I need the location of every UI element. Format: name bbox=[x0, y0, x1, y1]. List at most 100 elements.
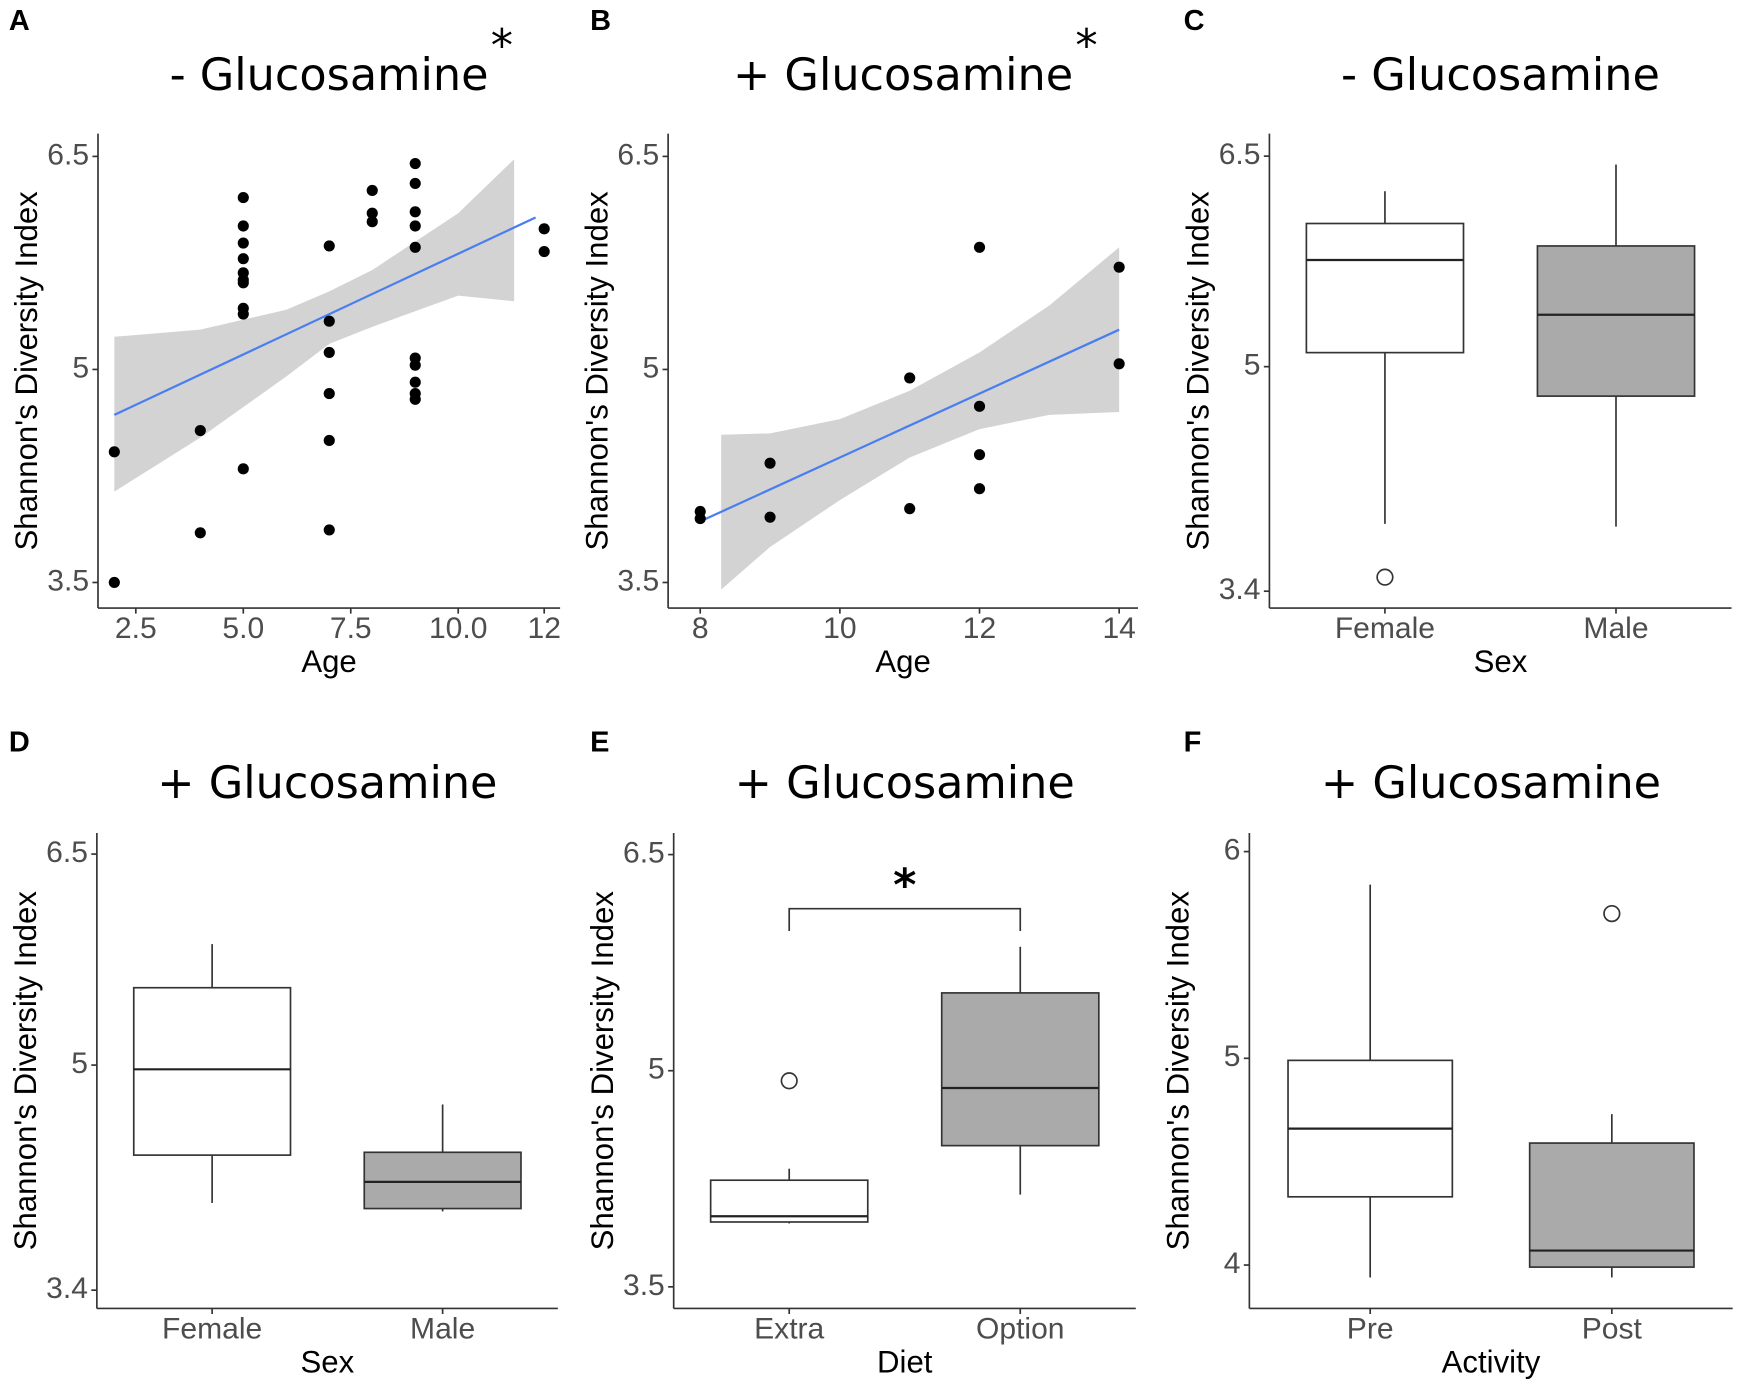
point bbox=[409, 376, 421, 388]
y-tick-label: 5 bbox=[1244, 349, 1261, 382]
x-tick-label: 10.0 bbox=[429, 612, 487, 645]
point bbox=[323, 434, 335, 447]
point bbox=[904, 503, 916, 515]
y-tick-label: 5 bbox=[1224, 1040, 1241, 1073]
x-tick-label: Option bbox=[976, 1313, 1065, 1346]
box bbox=[709, 1179, 869, 1223]
x-tick-label: 10 bbox=[823, 612, 856, 645]
y-tick-label: 5 bbox=[71, 1047, 88, 1080]
panel-letter: C bbox=[1184, 5, 1205, 37]
box bbox=[940, 992, 1100, 1147]
fit-line bbox=[699, 328, 1120, 523]
point bbox=[694, 513, 706, 525]
x-axis-label: Sex bbox=[301, 1344, 355, 1379]
x-tick-label: Female bbox=[1335, 612, 1435, 645]
point bbox=[764, 457, 776, 469]
point bbox=[237, 253, 249, 265]
panel-letter: F bbox=[1184, 727, 1202, 759]
point bbox=[366, 184, 378, 197]
x-tick-label: 14 bbox=[1102, 612, 1135, 645]
y-tick-label: 6.5 bbox=[46, 836, 88, 869]
confidence-band bbox=[721, 247, 1120, 590]
y-tick-label: 3.5 bbox=[623, 1269, 665, 1302]
point bbox=[409, 157, 421, 170]
point bbox=[366, 207, 378, 219]
point bbox=[973, 400, 986, 412]
y-tick-label: 5 bbox=[648, 1053, 665, 1086]
y-axis-label: Shannon's Diversity Index bbox=[9, 191, 44, 551]
point bbox=[237, 192, 249, 204]
x-axis-label: Sex bbox=[1474, 644, 1528, 679]
x-tick-label: Pre bbox=[1347, 1313, 1394, 1346]
point bbox=[323, 240, 335, 252]
x-axis-label: Diet bbox=[877, 1344, 933, 1379]
panel-letter: D bbox=[9, 727, 30, 759]
x-tick-label: Male bbox=[1583, 612, 1648, 645]
point bbox=[237, 237, 249, 249]
box bbox=[1528, 1142, 1695, 1268]
point bbox=[323, 524, 335, 536]
y-axis-label: Shannon's Diversity Index bbox=[8, 891, 43, 1251]
x-tick-label: Male bbox=[410, 1313, 475, 1346]
y-tick-label: 6.5 bbox=[623, 837, 665, 870]
point bbox=[538, 245, 550, 258]
point bbox=[904, 372, 916, 384]
outlier bbox=[1603, 904, 1621, 923]
point bbox=[409, 177, 421, 189]
point bbox=[764, 511, 776, 523]
y-tick-label: 5 bbox=[72, 351, 89, 384]
point bbox=[409, 241, 421, 253]
significance-bracket bbox=[788, 907, 1022, 931]
panel-title: - Glucosamine bbox=[170, 49, 489, 101]
point bbox=[409, 359, 421, 371]
point bbox=[973, 241, 986, 253]
x-tick-label: 8 bbox=[692, 612, 709, 645]
point bbox=[409, 393, 421, 405]
y-axis-label: Shannon's Diversity Index bbox=[585, 891, 620, 1251]
point bbox=[108, 576, 120, 589]
point bbox=[973, 483, 986, 495]
title-mark: * bbox=[1075, 20, 1097, 72]
y-axis-label: Shannon's Diversity Index bbox=[579, 191, 614, 551]
box bbox=[132, 986, 292, 1156]
y-tick-label: 5 bbox=[642, 351, 659, 384]
point bbox=[323, 315, 335, 327]
x-tick-label: Female bbox=[162, 1313, 262, 1346]
point bbox=[366, 216, 378, 228]
y-tick-label: 6.5 bbox=[617, 138, 659, 171]
panel-letter: A bbox=[9, 5, 30, 37]
box bbox=[1305, 222, 1465, 354]
panel-title: + Glucosamine bbox=[733, 49, 1073, 101]
fit-line bbox=[113, 216, 537, 416]
y-tick-label: 3.4 bbox=[46, 1272, 88, 1305]
x-tick-label: 12 bbox=[963, 612, 996, 645]
x-tick-label: 12 bbox=[527, 612, 560, 645]
point bbox=[409, 206, 421, 218]
point bbox=[1113, 358, 1125, 370]
panel-title: - Glucosamine bbox=[1341, 49, 1660, 101]
y-tick-label: 6.5 bbox=[1219, 138, 1261, 171]
y-tick-label: 6.5 bbox=[47, 138, 89, 171]
y-tick-label: 3.4 bbox=[1219, 573, 1261, 606]
panel-title: + Glucosamine bbox=[157, 757, 497, 809]
panel-letter: E bbox=[590, 727, 609, 759]
point bbox=[194, 527, 206, 539]
x-tick-label: 5.0 bbox=[222, 612, 264, 645]
x-tick-label: 2.5 bbox=[115, 612, 157, 645]
point bbox=[1113, 261, 1125, 273]
panel-title: + Glucosamine bbox=[735, 757, 1075, 809]
x-axis-label: Activity bbox=[1442, 1344, 1541, 1379]
title-mark: * bbox=[491, 20, 513, 72]
y-tick-label: 3.5 bbox=[617, 564, 659, 597]
point bbox=[194, 424, 206, 437]
point bbox=[973, 449, 986, 461]
outlier bbox=[1376, 568, 1394, 586]
panel-letter: B bbox=[590, 5, 611, 37]
point bbox=[409, 220, 421, 232]
x-tick-label: 7.5 bbox=[330, 612, 372, 645]
y-axis-label: Shannon's Diversity Index bbox=[1161, 891, 1196, 1251]
outlier bbox=[780, 1072, 798, 1090]
y-axis-label: Shannon's Diversity Index bbox=[1181, 191, 1216, 551]
point bbox=[538, 223, 550, 235]
